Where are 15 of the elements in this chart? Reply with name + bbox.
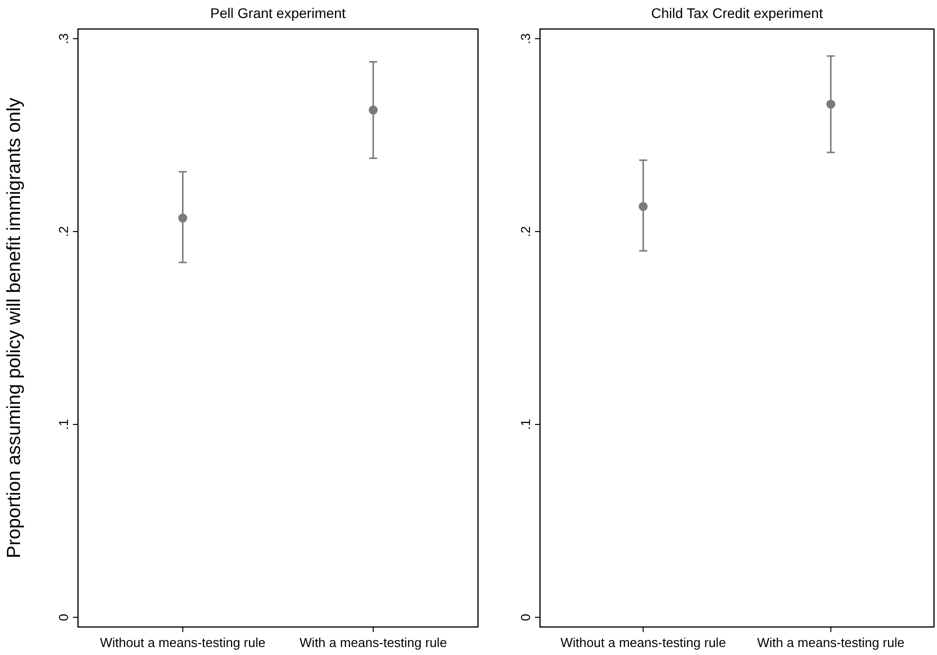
chart-title: Pell Grant experiment: [210, 5, 346, 21]
y-tick-label: .3: [56, 33, 71, 44]
x-tick-label: Without a means-testing rule: [560, 635, 726, 650]
y-tick-label: .2: [56, 226, 71, 237]
chart-title: Child Tax Credit experiment: [651, 5, 823, 21]
y-tick-label: .3: [518, 33, 533, 44]
y-tick-label: .1: [518, 419, 533, 430]
x-tick-label: With a means-testing rule: [300, 635, 447, 650]
x-tick-label: With a means-testing rule: [757, 635, 905, 650]
y-tick-label: .2: [518, 226, 533, 237]
y-tick-label: .1: [56, 419, 71, 430]
x-tick-label: Without a means-testing rule: [100, 635, 266, 650]
y-tick-label: 0: [56, 614, 71, 621]
y-tick-label: 0: [518, 614, 533, 621]
y-axis-title: Proportion assuming policy will benefit immigrants only: [4, 97, 25, 558]
